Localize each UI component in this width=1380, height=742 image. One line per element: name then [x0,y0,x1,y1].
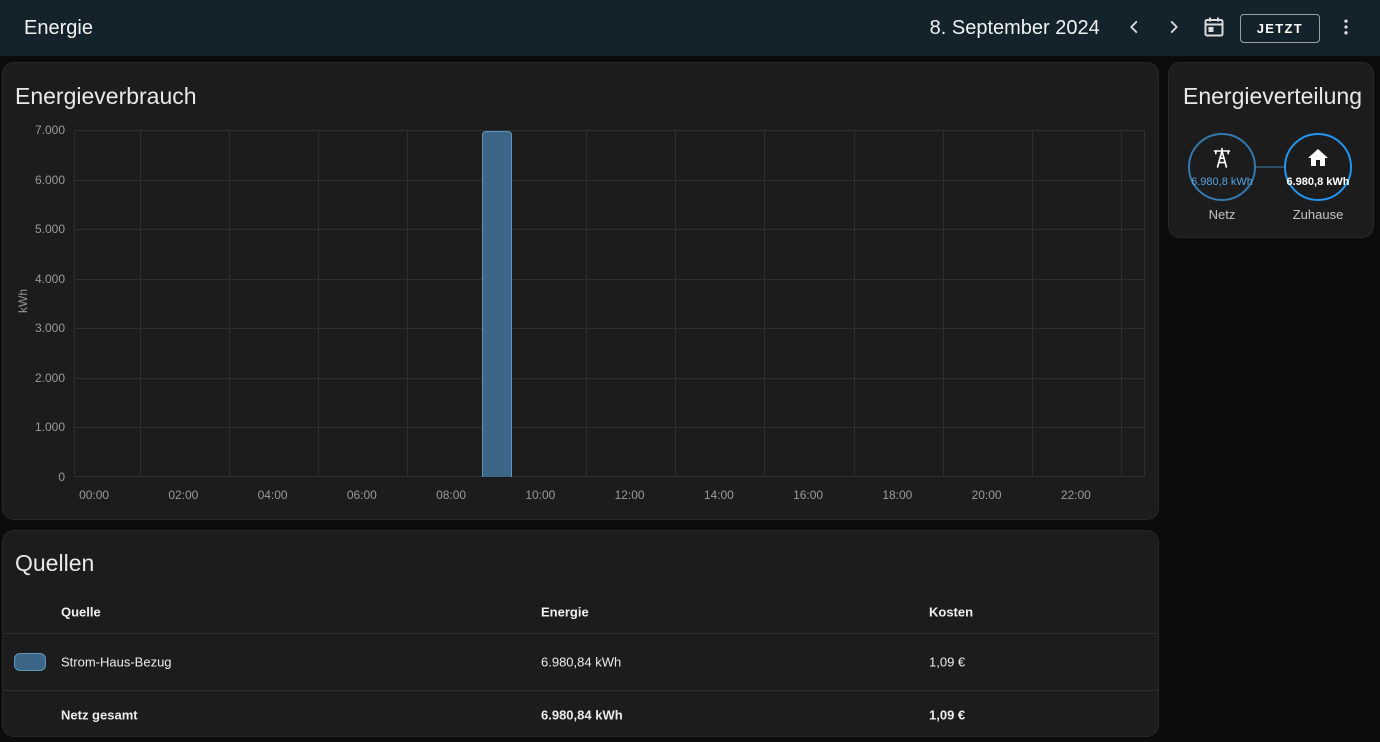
grid-node[interactable]: 6.980,8 kWh [1188,133,1256,201]
v-gridline [407,130,409,476]
h-gridline [75,328,1144,330]
home-node[interactable]: 6.980,8 kWh [1284,133,1352,201]
source-name-cell: Strom-Haus-Bezug [61,654,172,670]
cost-value-cell: 1,09 € [929,707,966,722]
x-tick-label: 12:00 [614,488,645,502]
v-gridline [675,130,677,476]
transmission-tower-icon [1210,146,1234,175]
y-tick-label: 5.000 [34,222,65,237]
x-tick-label: 18:00 [882,488,913,502]
x-tick-label: 04:00 [257,488,288,502]
page-title: Energie [24,16,93,39]
sources-title: Quellen [15,550,95,576]
energy-bar[interactable] [481,130,512,477]
home-icon [1306,146,1330,175]
chart-title: Energieverbrauch [15,83,197,109]
x-tick-label: 06:00 [346,488,377,502]
y-tick-label: 0 [58,470,65,484]
next-period-button[interactable] [1154,8,1194,48]
x-tick-label: 02:00 [168,488,199,502]
y-tick-label: 4.000 [34,271,65,286]
h-gridline [75,229,1144,231]
home-node-label: Zuhause [1292,207,1344,222]
h-gridline [75,179,1144,181]
energy-usage-card: Energieverbrauch kWh 7.000 6.000 5.000 4.00… [2,62,1159,520]
v-gridline [318,130,320,476]
x-tick-label: 10:00 [525,488,556,502]
v-gridline [853,130,855,476]
column-header-source: Quelle [61,604,101,620]
now-button[interactable]: JETZT [1239,13,1320,43]
kebab-menu-icon [1336,17,1356,40]
date-range-label: 8. September 2024 [929,16,1100,39]
chevron-left-icon [1123,16,1145,41]
v-gridline [1032,130,1034,476]
energy-distribution-card: Energieverteilung 6.980,8 kWh Netz 6.980… [1168,62,1374,238]
v-gridline [585,130,587,476]
grid-node-value: 6.980,8 kWh [1191,176,1253,188]
x-tick-label: 08:00 [436,488,467,502]
energy-value-cell: 6.980,84 kWh [541,654,622,670]
energy-flow-line [1255,166,1289,168]
v-gridline [228,130,230,476]
v-gridline [942,130,944,476]
app-header: Energie 8. September 2024 JETZT [0,0,1380,56]
x-tick-label: 20:00 [971,488,1002,502]
calendar-icon [1202,15,1226,42]
v-gridline [139,130,141,476]
x-tick-label: 22:00 [1060,488,1091,502]
y-tick-label: 2.000 [34,370,65,385]
y-tick-label: 6.000 [34,172,65,187]
table-header-row: Quelle Energie Kosten [3,591,1158,634]
y-tick-label: 1.000 [34,420,65,435]
h-gridline [75,278,1144,280]
table-row: Strom-Haus-Bezug 6.980,84 kWh 1,09 € [3,634,1158,691]
x-tick-label: 14:00 [703,488,734,502]
y-axis-title: kWh [16,289,30,313]
x-tick-label: 16:00 [793,488,824,502]
plot-area[interactable] [74,130,1145,477]
energy-value-cell: 6.980,84 kWh [541,707,623,722]
h-gridline [75,377,1144,379]
column-header-cost: Kosten [929,604,974,620]
chevron-right-icon [1163,16,1185,41]
cost-value-cell: 1,09 € [929,654,966,670]
x-tick-label: 00:00 [79,488,110,502]
v-gridline [1121,130,1123,476]
energy-sources-card: Quellen Quelle Energie Kosten Strom-Haus… [2,530,1159,737]
source-name-cell: Netz gesamt [61,707,138,722]
home-node-value: 6.980,8 kWh [1286,176,1350,188]
column-header-energy: Energie [541,604,589,620]
h-gridline [75,130,1144,131]
source-color-swatch [14,653,46,671]
table-row: Netz gesamt 6.980,84 kWh 1,09 € [3,691,1158,738]
calendar-button[interactable] [1194,8,1234,48]
y-tick-label: 7.000 [34,123,65,137]
distribution-title: Energieverteilung [1183,83,1363,109]
sources-rows: Strom-Haus-Bezug 6.980,84 kWh 1,09 € Netz g… [3,634,1158,738]
y-tick-label: 3.000 [34,321,65,336]
grid-node-label: Netz [1208,207,1236,222]
prev-period-button[interactable] [1114,8,1154,48]
v-gridline [764,130,766,476]
overflow-menu-button[interactable] [1326,8,1366,48]
h-gridline [75,427,1144,429]
